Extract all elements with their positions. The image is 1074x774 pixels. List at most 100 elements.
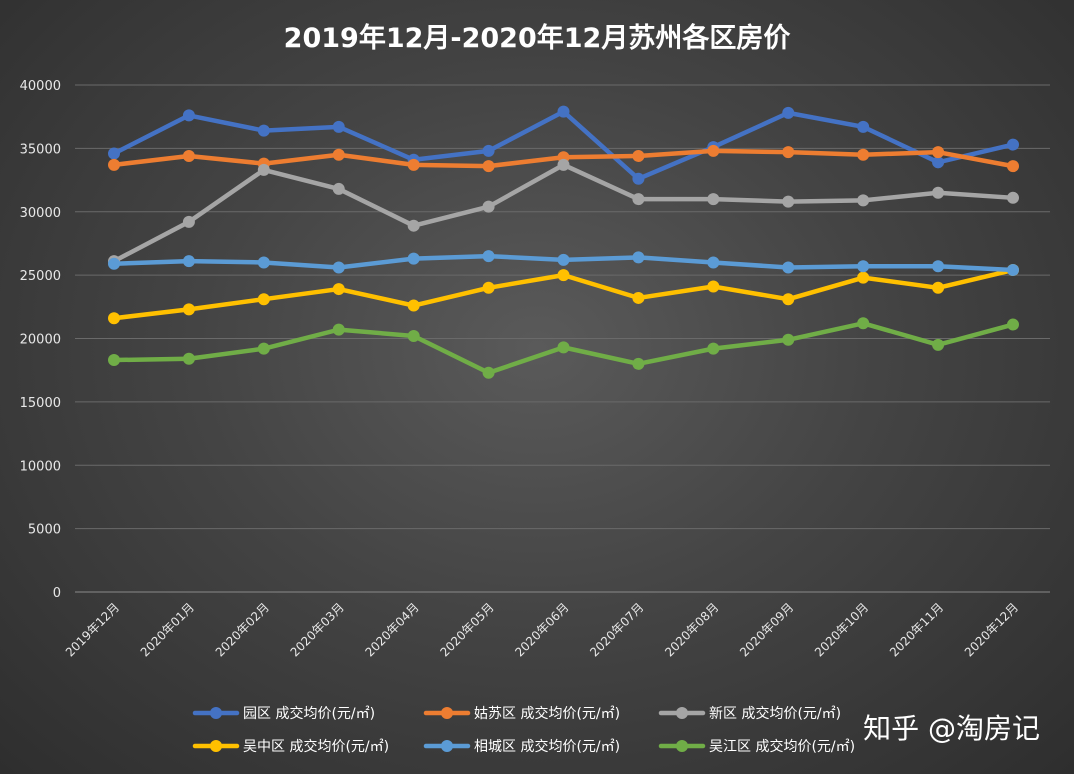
legend-label: 姑苏区 成交均价(元/㎡) [474,705,620,722]
series-4 [108,264,1019,325]
data-point [782,293,795,306]
data-point [482,160,495,173]
y-tick-label: 0 [53,586,61,601]
watermark-text: 知乎 @淘房记 [863,712,1040,745]
data-point [857,260,870,273]
data-point [857,271,870,284]
series-5 [108,250,1019,277]
data-point [632,357,645,370]
x-tick-label: 2020年12月 [962,600,1021,659]
data-point [707,280,720,293]
data-point [857,194,870,207]
data-point [482,250,495,263]
data-point [1007,160,1019,173]
data-point [707,342,720,355]
y-tick-label: 25000 [20,269,61,284]
series-3 [108,158,1019,268]
x-tick-label: 2020年11月 [887,600,946,659]
x-tick-label: 2019年12月 [63,600,122,659]
data-point [632,172,645,185]
y-tick-label: 35000 [20,142,61,157]
data-point [482,281,495,294]
y-tick-label: 5000 [28,523,61,538]
data-point [632,149,645,162]
data-point [407,219,420,232]
data-point [932,146,945,159]
legend-label: 吴江区 成交均价(元/㎡) [709,738,855,755]
x-tick-label: 2020年02月 [213,600,272,659]
x-axis-ticks: 2019年12月 2020年01月 2020年02月 2020年03月 2020年04月… [63,600,1021,659]
data-point [257,293,270,306]
data-point [482,144,495,157]
legend-swatch-marker [210,707,222,719]
x-tick-label: 2020年04月 [363,600,422,659]
data-point [932,260,945,273]
legend-item: 姑苏区 成交均价(元/㎡) [423,705,620,722]
y-tick-label: 40000 [20,79,61,94]
x-tick-label: 2020年05月 [437,600,496,659]
data-point [632,193,645,206]
y-axis-ticks: 0 5000 10000 15000 20000 25000 30000 35000 40000 [20,79,61,601]
data-point [407,329,420,342]
data-point [482,366,495,379]
data-point [332,323,345,336]
legend-swatch-marker [441,740,453,752]
x-tick-label: 2020年07月 [587,600,646,659]
x-tick-label: 2020年09月 [737,600,796,659]
data-point [332,148,345,161]
y-tick-label: 10000 [20,459,61,474]
data-point [182,215,195,228]
legend-item: 相城区 成交均价(元/㎡) [423,738,620,755]
data-point [108,312,120,325]
x-tick-label: 2020年03月 [288,600,347,659]
data-point [932,186,945,199]
data-point [782,195,795,208]
legend-item: 吴江区 成交均价(元/㎡) [658,738,855,755]
x-tick-label: 2020年01月 [138,600,197,659]
data-point [632,251,645,264]
data-point [108,147,120,160]
series-6 [108,317,1019,379]
legend-item: 新区 成交均价(元/㎡) [658,705,841,722]
data-point [932,281,945,294]
data-point [857,148,870,161]
data-point [932,338,945,351]
data-point [632,291,645,304]
legend-label: 园区 成交均价(元/㎡) [243,705,375,722]
data-point [182,149,195,162]
data-point [257,342,270,355]
data-point [857,120,870,133]
data-point [782,261,795,274]
series-1 [108,105,1019,185]
data-point [332,182,345,195]
data-point [257,256,270,269]
x-tick-label: 2020年08月 [662,600,721,659]
data-point [707,256,720,269]
legend-item: 园区 成交均价(元/㎡) [192,705,375,722]
chart-title: 2019年12月-2020年12月苏州各区房价 [284,22,792,54]
data-point [108,354,120,367]
data-point [782,333,795,346]
data-point [932,156,945,169]
series-lines [108,105,1019,379]
data-point [182,352,195,365]
y-tick-label: 30000 [20,206,61,221]
data-point [557,253,570,266]
data-point [108,257,120,270]
data-point [482,200,495,213]
data-point [257,163,270,176]
series-line [111,162,1016,264]
data-point [332,283,345,296]
data-point [182,255,195,268]
data-point [108,158,120,171]
data-point [857,317,870,330]
data-point [1007,191,1019,204]
x-tick-label: 2020年10月 [812,600,871,659]
data-point [557,269,570,282]
legend-item: 吴中区 成交均价(元/㎡) [192,738,389,755]
legend-swatch-marker [676,707,688,719]
data-point [182,109,195,122]
data-point [1007,264,1019,277]
